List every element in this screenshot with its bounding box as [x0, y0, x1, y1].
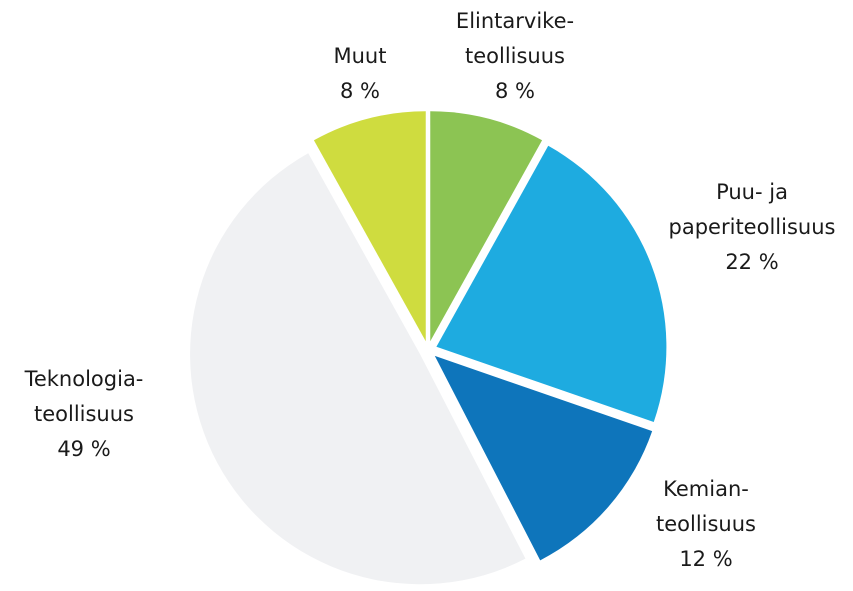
value-label: 49 % [57, 437, 110, 461]
slice-label: teollisuus [465, 44, 565, 68]
slice-label: Teknologia- [24, 367, 144, 391]
value-label: 22 % [725, 250, 778, 274]
slice-label: Elintarvike- [456, 9, 574, 33]
pie-slice [190, 153, 526, 585]
slice-label: Muut [334, 44, 387, 68]
value-label: 12 % [679, 547, 732, 571]
slice-label: teollisuus [656, 512, 756, 536]
pie-slice [436, 145, 667, 423]
slice-label: paperiteollisuus [669, 215, 836, 239]
pie-slice [434, 355, 653, 561]
value-label: 8 % [340, 79, 380, 103]
pie-slice [430, 111, 543, 342]
value-label: 8 % [495, 79, 535, 103]
slice-label: Kemian- [663, 477, 749, 501]
slice-label: teollisuus [34, 402, 134, 426]
slice-label: Puu- ja [716, 180, 788, 204]
pie-slice [313, 111, 426, 342]
